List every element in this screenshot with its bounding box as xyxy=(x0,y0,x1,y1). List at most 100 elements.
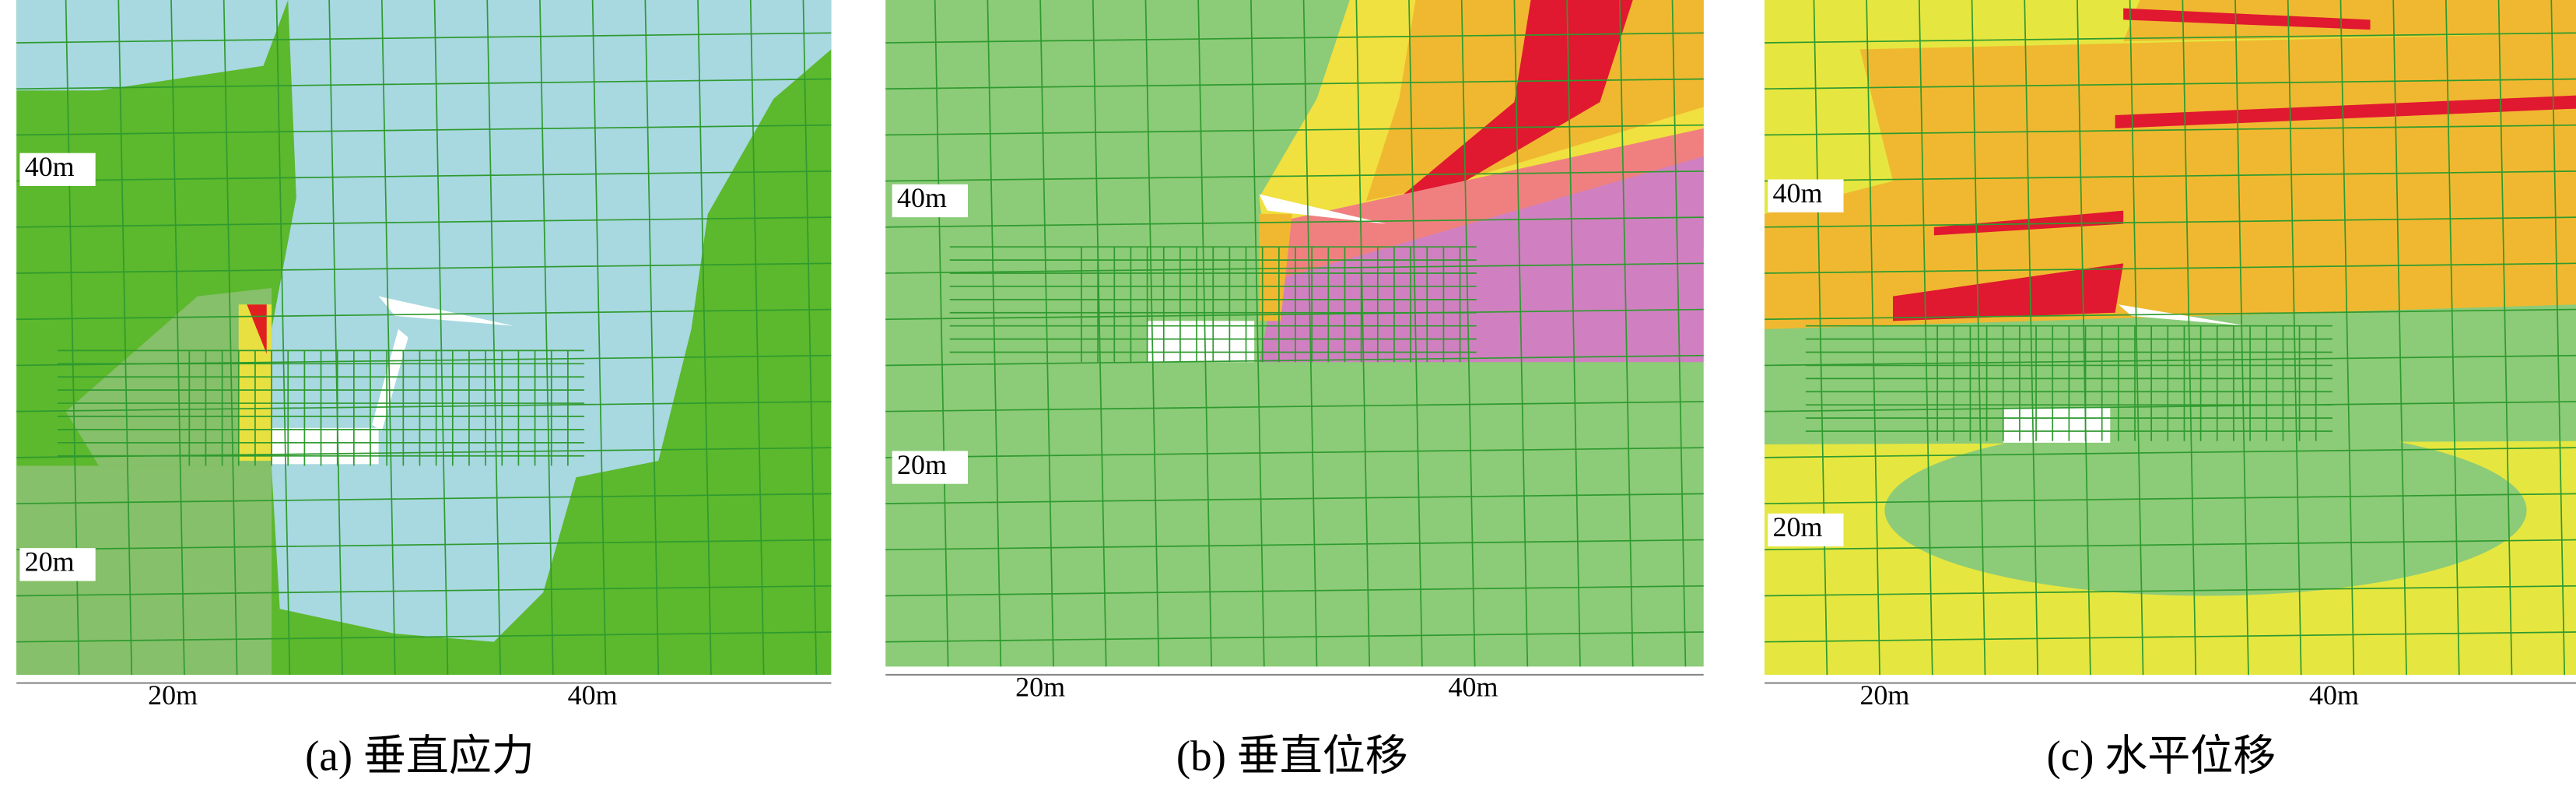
mesh-line xyxy=(591,0,607,675)
mesh-line xyxy=(1513,0,1529,667)
opening xyxy=(1147,321,1255,363)
mesh-line xyxy=(275,0,291,675)
contour xyxy=(1884,424,2527,596)
mesh-line xyxy=(16,539,832,551)
mesh-line xyxy=(117,0,133,675)
caption: (b) 垂直位移 xyxy=(1176,732,1408,780)
mesh-line xyxy=(885,124,1704,136)
mesh-line xyxy=(885,308,1704,321)
stress-zone xyxy=(16,0,289,91)
panel-c xyxy=(1764,0,2576,675)
mesh-line xyxy=(1764,354,2576,367)
mesh-line xyxy=(16,32,832,44)
mesh-line xyxy=(1764,631,2576,643)
mesh-line xyxy=(539,0,554,675)
mesh-line xyxy=(16,216,832,228)
mesh-line xyxy=(1250,0,1265,667)
mesh-line xyxy=(2287,0,2302,675)
mesh-line xyxy=(2129,0,2144,675)
mesh-line xyxy=(885,585,1704,597)
mesh-line xyxy=(885,631,1704,643)
mesh-line xyxy=(885,170,1704,182)
mesh-line xyxy=(380,0,396,675)
mesh-line xyxy=(2182,0,2197,675)
axis-label: 40m xyxy=(1773,177,1823,209)
axis-label: 20m xyxy=(1015,671,1065,702)
mesh-line xyxy=(433,0,449,675)
mesh-line xyxy=(2392,0,2407,675)
mesh-line xyxy=(749,0,765,675)
mesh-line xyxy=(170,0,185,675)
mesh-line xyxy=(1460,0,1476,667)
opening xyxy=(1259,194,1386,224)
mesh-line xyxy=(1566,0,1581,667)
mesh-line xyxy=(1764,308,2576,321)
contour xyxy=(1893,263,2124,321)
axis-label: 20m xyxy=(1773,511,1823,542)
contour xyxy=(1259,213,1292,321)
panel-b xyxy=(885,0,1704,667)
axis-label: 20m xyxy=(148,679,198,711)
axis-label: 20m xyxy=(1859,679,1909,711)
opening xyxy=(272,427,379,465)
labels: 40m 20m 20m 40m (a) 垂直应力 40m 20m 20m 40m (b) 垂直位移… xyxy=(19,151,2359,780)
mesh-line xyxy=(16,631,832,643)
mesh-line xyxy=(2497,0,2513,675)
opening xyxy=(2003,408,2111,443)
label-bg xyxy=(1768,179,1844,212)
mesh-line xyxy=(1618,0,1634,667)
label-bg xyxy=(892,184,969,218)
mesh-line xyxy=(1764,585,2576,597)
contour xyxy=(2115,95,2576,128)
mesh-line xyxy=(1764,32,2576,44)
mesh-line xyxy=(2024,0,2039,675)
mesh-line xyxy=(1764,262,2576,274)
mesh-line xyxy=(885,216,1704,228)
axis-label: 20m xyxy=(897,449,947,480)
mesh-line xyxy=(1764,447,2576,458)
mesh-line xyxy=(16,401,832,413)
label-bg xyxy=(19,153,96,186)
mesh-line xyxy=(2445,0,2460,675)
mesh-line xyxy=(2339,0,2355,675)
mesh-line xyxy=(1813,0,1828,675)
caption: (c) 水平位移 xyxy=(2046,732,2276,780)
mesh-line xyxy=(1144,0,1160,667)
axis-label: 40m xyxy=(2309,679,2359,711)
mesh xyxy=(16,0,2576,684)
mesh-line xyxy=(16,493,832,504)
contour xyxy=(1396,0,1633,201)
mesh-line xyxy=(16,585,832,597)
axis-label: 40m xyxy=(1449,671,1498,702)
mesh-line xyxy=(1408,0,1423,667)
mesh-line xyxy=(16,78,832,90)
mesh-line xyxy=(1866,0,1880,675)
mesh-line xyxy=(644,0,660,675)
axis-label: 40m xyxy=(25,151,75,182)
mesh-line xyxy=(1919,0,1933,675)
mesh-line xyxy=(697,0,712,675)
mesh-line xyxy=(1764,170,2576,182)
mesh-line xyxy=(885,493,1704,504)
label-bg xyxy=(19,548,96,581)
mesh-line xyxy=(885,78,1704,90)
mesh-line xyxy=(1764,493,2576,504)
mesh-line xyxy=(1197,0,1212,667)
mesh-line xyxy=(934,0,949,667)
mesh-line xyxy=(1764,124,2576,136)
axis-label: 40m xyxy=(568,679,618,711)
mesh-line xyxy=(885,401,1704,413)
mesh-line xyxy=(1764,539,2576,551)
axis-label: 20m xyxy=(25,546,75,578)
contour xyxy=(2123,8,2371,30)
label-bg xyxy=(1768,513,1844,547)
mesh-line xyxy=(16,308,832,321)
mesh-line xyxy=(885,32,1704,44)
mesh-line xyxy=(2234,0,2249,675)
mesh-line xyxy=(486,0,502,675)
mesh-line xyxy=(1764,216,2576,228)
mesh-line xyxy=(1764,78,2576,90)
mesh-line xyxy=(16,262,832,274)
